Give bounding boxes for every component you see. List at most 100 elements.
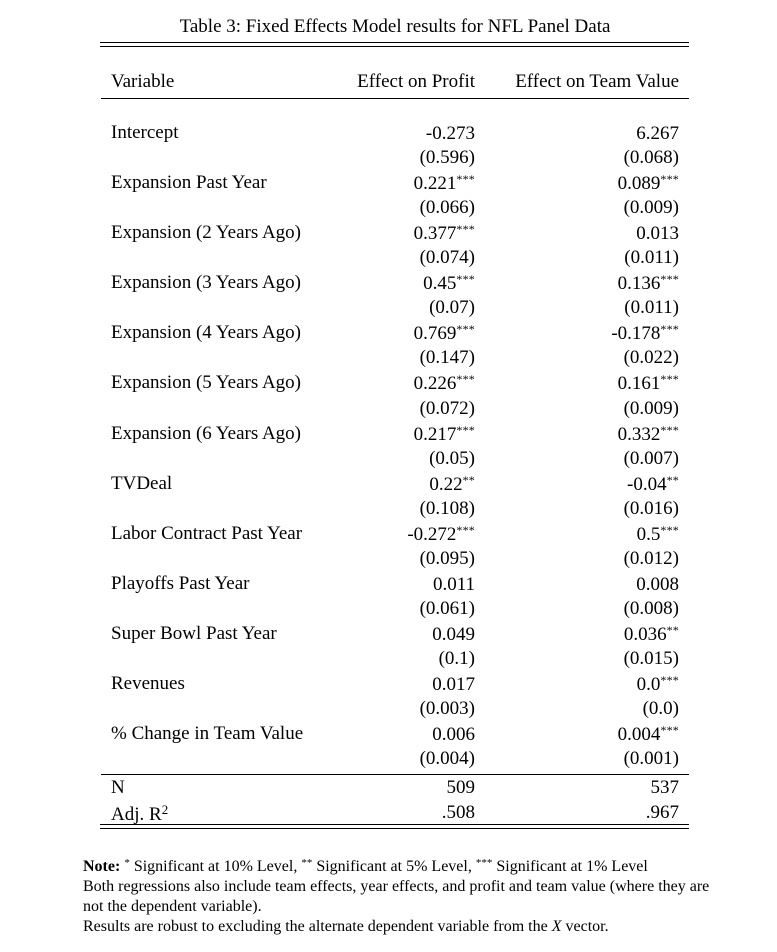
table-row: Expansion (6 Years Ago) 0.217*** 0.332*** — [0, 421, 777, 446]
profit-estimate: 0.011 — [433, 573, 475, 596]
stats-row-r2: Adj. R2 .508 .967 — [0, 800, 777, 825]
stat-value: .508 — [441, 802, 475, 824]
table-row-standard-error: (0.07) (0.011) — [0, 295, 777, 320]
team-value-estimate: 0.004*** — [618, 723, 679, 746]
table-row: Expansion (3 Years Ago) 0.45*** 0.136*** — [0, 270, 777, 295]
profit-standard-error: (0.108) — [419, 497, 475, 519]
stats-block: N 509 537 Adj. R2 .508 .967 — [0, 775, 777, 825]
estimate-value: -0.273 — [425, 123, 475, 144]
note-text: Results are robust to excluding the alte… — [83, 918, 552, 935]
team-value-standard-error: (0.022) — [623, 347, 679, 369]
stat-label: Adj. R2 — [111, 802, 168, 826]
table-row-standard-error: (0.003) (0.0) — [0, 696, 777, 721]
team-value-standard-error: (0.011) — [624, 297, 679, 319]
variable-name: Expansion (6 Years Ago) — [111, 422, 301, 444]
team-value-estimate: 0.008 — [636, 573, 679, 596]
table-row: Expansion (2 Years Ago) 0.377*** 0.013 — [0, 220, 777, 245]
estimate-value: 0.006 — [432, 724, 475, 746]
estimate-value: 0.45 — [423, 273, 457, 295]
team-value-standard-error: (0.009) — [623, 197, 679, 219]
note-star: ** — [301, 857, 313, 869]
team-value-estimate: -0.178*** — [611, 322, 679, 345]
note-variable: X — [551, 918, 562, 935]
note-star: *** — [475, 857, 493, 869]
note-text: Significant at 10% Level, — [129, 858, 302, 875]
table-row: Intercept -0.273 6.267 — [0, 120, 777, 145]
significance-stars: *** — [456, 372, 475, 387]
profit-standard-error: (0.061) — [419, 597, 475, 619]
column-header-team-value: Effect on Team Value — [515, 71, 679, 92]
table-row: Playoffs Past Year 0.011 0.008 — [0, 571, 777, 596]
team-value-standard-error: (0.012) — [623, 547, 679, 569]
note-line-3: Results are robust to excluding the alte… — [83, 917, 723, 937]
significance-stars: *** — [660, 322, 679, 337]
team-value-standard-error: (0.0) — [642, 698, 679, 720]
team-value-estimate: 0.5*** — [637, 523, 679, 546]
estimate-value: -0.178 — [611, 323, 661, 345]
estimate-value: -0.04 — [627, 473, 667, 495]
profit-estimate: 0.22** — [429, 473, 475, 496]
bottom-rule — [100, 824, 689, 826]
estimate-value: 0.332 — [617, 423, 661, 445]
stat-label-superscript: 2 — [161, 802, 169, 818]
significance-stars: *** — [660, 723, 679, 738]
team-value-standard-error: (0.015) — [623, 647, 679, 669]
profit-standard-error: (0.004) — [419, 748, 475, 770]
note-text: Significant at 5% Level, — [312, 858, 476, 875]
estimate-value: 0.013 — [636, 223, 679, 245]
top-rule-second — [100, 46, 689, 48]
table-row-standard-error: (0.074) (0.011) — [0, 245, 777, 270]
profit-standard-error: (0.074) — [419, 247, 475, 269]
table-body: Intercept -0.273 6.267 (0.596) (0.068) Expans… — [0, 120, 777, 771]
team-value-standard-error: (0.011) — [624, 247, 679, 269]
estimate-value: 0.377 — [413, 223, 457, 245]
profit-estimate: 0.006 — [432, 723, 475, 746]
profit-estimate: 0.226*** — [414, 372, 475, 395]
variable-name: Expansion (3 Years Ago) — [111, 272, 301, 294]
table-caption: Table 3: Fixed Effects Model results for… — [179, 16, 611, 37]
significance-stars: *** — [660, 372, 679, 387]
header-rule — [101, 98, 689, 100]
significance-stars: *** — [456, 172, 475, 187]
profit-standard-error: (0.003) — [419, 698, 475, 720]
table-row-standard-error: (0.05) (0.007) — [0, 446, 777, 471]
stat-label: N — [111, 777, 125, 798]
profit-estimate: 0.769*** — [414, 322, 475, 345]
estimate-value: 0.136 — [617, 273, 661, 295]
estimate-value: -0.272 — [407, 523, 457, 545]
estimate-value: 0.161 — [617, 373, 661, 395]
significance-stars: *** — [456, 422, 475, 437]
table-row: Expansion Past Year 0.221*** 0.089*** — [0, 170, 777, 195]
profit-estimate: -0.272*** — [407, 523, 475, 546]
profit-estimate: 0.049 — [432, 623, 475, 646]
estimate-value: 0.0 — [636, 674, 661, 696]
note-line-1: Note: * Significant at 10% Level, ** Sig… — [83, 853, 723, 877]
variable-name: Labor Contract Past Year — [111, 522, 303, 544]
table-row: Revenues 0.017 0.0*** — [0, 671, 777, 696]
profit-estimate: -0.273 — [426, 122, 475, 145]
table-row: Expansion (5 Years Ago) 0.226*** 0.161*** — [0, 370, 777, 395]
note-line-2: Both regressions also include team effec… — [83, 878, 710, 915]
estimate-value: 0.004 — [617, 724, 661, 746]
team-value-estimate: 0.013 — [636, 222, 679, 245]
profit-estimate: 0.217*** — [414, 423, 475, 446]
significance-stars: *** — [660, 272, 679, 287]
estimate-value: 0.049 — [432, 623, 475, 645]
estimate-value: 0.036 — [623, 623, 667, 645]
variable-name: Super Bowl Past Year — [111, 622, 277, 644]
team-value-standard-error: (0.007) — [623, 447, 679, 469]
team-value-estimate: 0.136*** — [618, 272, 679, 295]
stat-label-text: Adj. R — [111, 804, 162, 826]
estimate-value: 0.217 — [413, 423, 457, 445]
estimate-value: 0.017 — [432, 674, 475, 696]
table-row-standard-error: (0.1) (0.015) — [0, 646, 777, 671]
significance-stars: *** — [660, 422, 679, 437]
profit-estimate: 0.45*** — [423, 272, 475, 295]
significance-stars: *** — [456, 322, 475, 337]
significance-stars: *** — [456, 222, 475, 237]
team-value-standard-error: (0.068) — [623, 147, 679, 169]
estimate-value: 0.226 — [413, 373, 457, 395]
team-value-estimate: 0.332*** — [618, 423, 679, 446]
table-row: % Change in Team Value 0.006 0.004*** — [0, 721, 777, 746]
estimate-value: 0.011 — [432, 573, 475, 595]
